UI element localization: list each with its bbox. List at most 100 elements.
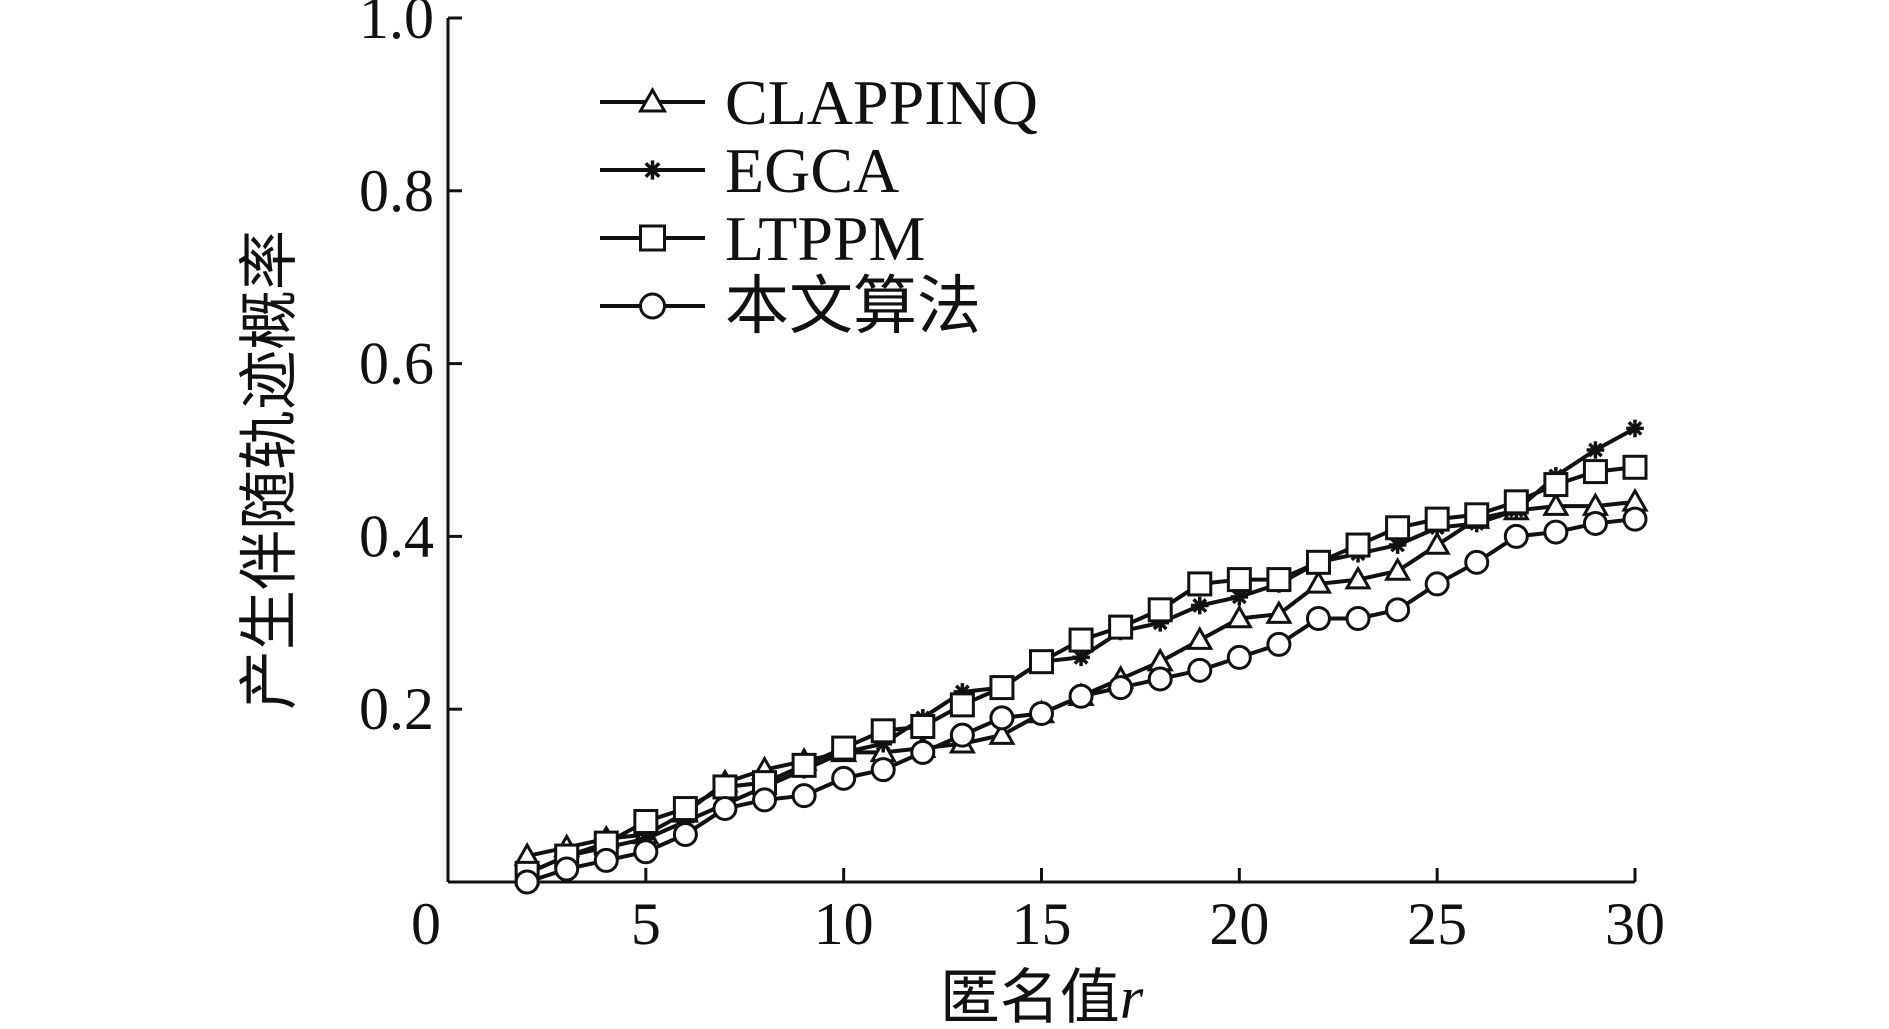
circle-marker: [672, 821, 698, 847]
triangle-marker: [1423, 531, 1451, 555]
square-marker: [672, 796, 698, 822]
circle-marker: [1147, 666, 1173, 692]
square-marker: [1622, 454, 1648, 480]
triangle-marker: [637, 86, 668, 113]
square-marker: [870, 718, 896, 744]
star-marker: [1586, 441, 1605, 459]
triangle-marker: [1265, 600, 1293, 624]
square-marker: [1424, 506, 1450, 532]
square-marker: [639, 224, 666, 252]
triangle-marker: [1304, 569, 1333, 594]
star-marker: [874, 734, 893, 753]
circle-marker: [633, 839, 659, 865]
star-marker: [1388, 536, 1407, 554]
series-4: [514, 506, 1648, 895]
x-axis-title: 匿名值r: [940, 963, 1144, 1029]
y-ticks: 0.2 0.4 0.6 0.8 1.0: [359, 0, 462, 742]
square-marker: [1108, 614, 1134, 640]
circle-marker: [949, 722, 975, 748]
square-marker: [791, 752, 817, 778]
y-tick-label: 0.8: [359, 158, 434, 224]
star-marker: [676, 812, 695, 831]
square-marker: [1345, 532, 1371, 558]
circle-marker: [791, 783, 817, 809]
circle-marker: [1108, 675, 1134, 701]
y-tick-label: 0.4: [359, 503, 434, 569]
triangle-marker: [988, 721, 1016, 745]
circle-marker: [1187, 657, 1213, 683]
square-marker: [712, 774, 738, 800]
circle-marker: [989, 705, 1015, 731]
circle-marker: [831, 765, 857, 791]
x-tick-label: 5: [631, 891, 661, 957]
circle-marker: [1424, 571, 1450, 597]
x-tick-label: 20: [1209, 891, 1269, 957]
square-marker: [989, 675, 1015, 701]
circle-marker: [1305, 605, 1331, 631]
circle-marker: [1582, 510, 1608, 536]
star-marker: [1190, 596, 1209, 615]
triangle-marker: [1384, 556, 1412, 581]
star-marker: [1072, 648, 1090, 667]
triangle-marker: [1542, 492, 1570, 516]
circle-marker: [639, 292, 666, 320]
legend-item: 本文算法: [600, 271, 981, 342]
square-marker: [1029, 649, 1054, 675]
square-marker: [910, 713, 936, 739]
square-marker: [1582, 459, 1608, 485]
star-marker: [1151, 614, 1169, 632]
circle-marker: [1068, 683, 1094, 709]
legend-label: CLAPPINQ: [725, 67, 1038, 138]
square-marker: [633, 809, 659, 835]
square-marker: [1068, 627, 1094, 653]
square-marker: [1464, 502, 1490, 528]
x-ticks: 0 5 10 15 20 25 30: [411, 868, 1665, 957]
circle-marker: [1226, 644, 1252, 670]
square-marker: [1147, 597, 1173, 623]
circle-marker: [1266, 631, 1292, 657]
x-tick-label: 15: [1012, 891, 1072, 957]
legend-label: EGCA: [725, 135, 899, 206]
series-3: [514, 454, 1648, 886]
square-marker: [831, 735, 857, 761]
legend-item: EGCA: [600, 135, 899, 206]
star-marker: [1626, 419, 1644, 438]
x-tick-label: 10: [814, 891, 874, 957]
legend-item: CLAPPINQ: [600, 67, 1038, 138]
square-marker: [1266, 567, 1292, 593]
circle-marker: [1345, 605, 1371, 631]
y-tick-label: 0.2: [359, 676, 434, 742]
triangle-marker: [1225, 604, 1253, 629]
circle-marker: [1385, 597, 1411, 623]
star-marker: [637, 830, 655, 848]
star-marker: [953, 683, 972, 701]
circle-marker: [1622, 506, 1648, 532]
square-marker: [949, 692, 975, 718]
circle-marker: [910, 739, 936, 765]
circle-marker: [752, 787, 778, 813]
star-marker: [1230, 588, 1249, 606]
legend-item: LTPPM: [600, 203, 925, 274]
x-tick-label: 30: [1605, 891, 1665, 957]
circle-marker: [554, 856, 580, 882]
circle-marker: [1464, 549, 1490, 575]
axes: [446, 18, 1635, 884]
circle-marker: [1029, 701, 1054, 727]
square-marker: [1305, 549, 1331, 575]
square-marker: [1226, 567, 1252, 593]
circle-marker: [712, 796, 738, 822]
square-marker: [1503, 489, 1529, 515]
legend-label: 本文算法: [725, 271, 981, 342]
circle-marker: [514, 869, 540, 895]
triangle-marker: [1186, 626, 1214, 650]
square-marker: [1543, 472, 1569, 498]
star-marker: [642, 160, 663, 180]
y-tick-label: 1.0: [359, 0, 434, 51]
y-tick-label: 0.6: [359, 331, 434, 397]
x-tick-label: 25: [1407, 891, 1467, 957]
legend-label: LTPPM: [725, 203, 925, 274]
circle-marker: [870, 757, 896, 783]
series-layer: [513, 419, 1649, 895]
x-tick-label: 0: [411, 891, 441, 957]
